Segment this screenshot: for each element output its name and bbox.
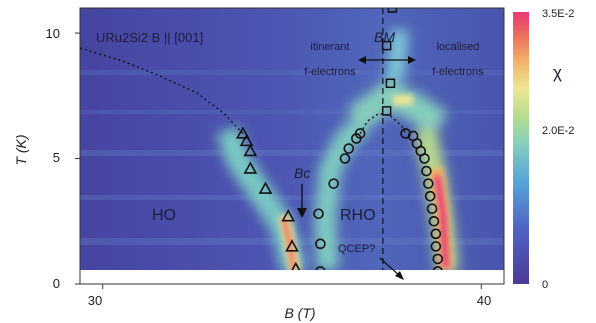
circle-point-1-13 — [421, 165, 432, 177]
colorbar-tick-bottom: 0 — [542, 279, 548, 291]
triangle-point-0-1 — [239, 133, 254, 147]
bm-arrow-left-head — [358, 56, 366, 64]
triangle-point-0-2 — [243, 143, 258, 157]
square-point-2-3 — [387, 8, 398, 13]
colorbar-tick-top: 3.5E-2 — [542, 8, 574, 20]
circle-point-1-15 — [424, 190, 436, 202]
label-itinerant-2: f-electrons — [304, 66, 356, 78]
label-rho: RHO — [340, 207, 376, 224]
triangle-point-0-3 — [243, 161, 258, 174]
chart-marks — [80, 8, 444, 277]
circle-point-1-4 — [339, 153, 351, 164]
y-tick-label-5: 5 — [53, 150, 60, 165]
bm-arrow-right-head — [408, 56, 416, 64]
label-bm: BM — [374, 29, 395, 45]
colorbar-label: χ — [553, 63, 562, 82]
circle-point-1-3 — [328, 178, 339, 189]
qcep-arrow-head — [395, 271, 404, 280]
circle-point-1-14 — [422, 178, 434, 189]
circle-point-1-17 — [428, 215, 440, 227]
label-ho: HO — [152, 207, 176, 224]
dotted-boundary-1 — [359, 112, 407, 134]
heatmap-plot — [80, 8, 504, 284]
circle-point-1-7 — [354, 128, 366, 139]
triangle-point-0-5 — [281, 209, 296, 222]
qcep-arrow-line — [379, 257, 401, 277]
triangle-point-0-6 — [285, 239, 299, 252]
circle-point-1-0 — [313, 208, 324, 220]
x-axis-title: B (T) — [284, 305, 315, 321]
bottom-strip — [80, 270, 504, 284]
square-point-2-1 — [385, 78, 396, 89]
chart-title: URu2Si2 B || [001] — [96, 30, 203, 45]
bc-arrow-head — [297, 208, 307, 218]
x-tick-label-30: 30 — [88, 293, 102, 308]
triangle-point-0-4 — [258, 181, 273, 194]
arrows — [297, 56, 416, 280]
square-point-2-2 — [381, 40, 392, 51]
label-qcep: QCEP? — [338, 243, 375, 255]
x-tick-label-40: 40 — [477, 293, 491, 308]
label-localised-1: localised — [437, 41, 480, 53]
y-axis-title: T (K) — [13, 134, 29, 165]
label-localised-2: f-electrons — [432, 66, 484, 78]
circle-point-1-20 — [432, 253, 444, 265]
label-itinerant-1: itinerant — [310, 41, 349, 53]
circle-point-1-5 — [343, 143, 355, 154]
colorbar — [513, 12, 529, 284]
axis-ticks — [75, 32, 482, 289]
y-tick-label-0: 0 — [53, 276, 60, 291]
plot-frame — [79, 7, 505, 285]
square-point-2-0 — [381, 106, 392, 116]
y-tick-label-10: 10 — [46, 26, 60, 41]
circle-point-1-1 — [315, 238, 326, 250]
dotted-boundary-0 — [80, 47, 244, 134]
label-bc: Bc — [294, 165, 310, 181]
circle-point-1-16 — [426, 203, 438, 215]
triangle-point-0-0 — [235, 126, 250, 139]
circle-point-1-19 — [430, 241, 442, 252]
circle-point-1-18 — [430, 228, 442, 240]
circle-point-1-12 — [419, 153, 430, 164]
colorbar-tick-mid: 2.0E-2 — [542, 125, 574, 137]
